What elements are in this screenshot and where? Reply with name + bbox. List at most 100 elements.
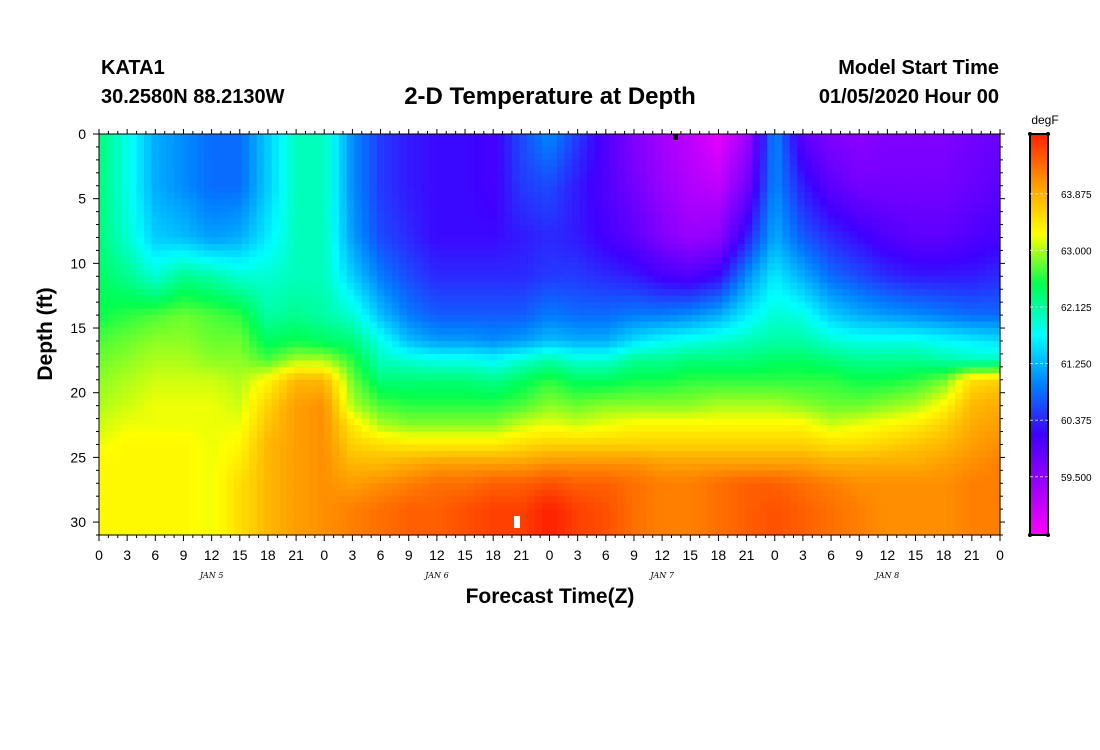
heatmap-cell: [121, 166, 130, 174]
heatmap-cell: [662, 515, 671, 523]
heatmap-cell: [436, 179, 445, 187]
heatmap-cell: [391, 250, 400, 258]
heatmap-cell: [301, 340, 310, 349]
heatmap-cell: [669, 450, 678, 458]
heatmap-cell: [121, 315, 130, 323]
heatmap-cell: [594, 386, 603, 394]
heatmap-cell: [511, 528, 521, 536]
heatmap-cell: [331, 218, 340, 226]
heatmap-cell: [211, 172, 220, 180]
heatmap-cell: [669, 302, 678, 310]
heatmap-cell: [204, 289, 213, 297]
heatmap-cell: [466, 321, 476, 329]
heatmap-cell: [399, 185, 408, 193]
heatmap-cell: [549, 256, 558, 264]
heatmap-cell: [684, 509, 693, 517]
heatmap-cell: [459, 153, 468, 161]
heatmap-cell: [219, 231, 228, 239]
heatmap-cell: [249, 140, 258, 148]
heatmap-cell: [174, 386, 183, 394]
heatmap-cell: [609, 392, 618, 400]
heatmap-cell: [354, 231, 363, 239]
heatmap-cell: [339, 237, 348, 245]
heatmap-cell: [99, 379, 108, 387]
heatmap-cell: [346, 328, 355, 336]
heatmap-cell: [444, 496, 453, 504]
heatmap-cell: [444, 379, 453, 387]
heatmap-cell: [541, 321, 551, 329]
heatmap-cell: [594, 237, 603, 245]
heatmap-cell: [181, 470, 190, 478]
heatmap-cell: [399, 496, 408, 504]
heatmap-cell: [264, 353, 273, 361]
heatmap-cell: [279, 269, 288, 277]
heatmap-cell: [609, 250, 618, 258]
heatmap-cell: [414, 360, 423, 368]
heatmap-cell: [496, 334, 506, 342]
heatmap-cell: [376, 515, 385, 523]
heatmap-cell: [211, 476, 220, 484]
heatmap-cell: [99, 353, 108, 361]
heatmap-cell: [414, 276, 423, 284]
heatmap-cell: [459, 159, 468, 167]
heatmap-cell: [301, 179, 310, 187]
heatmap-cell: [294, 425, 303, 433]
heatmap-cell: [504, 450, 513, 458]
heatmap-cell: [436, 489, 445, 497]
heatmap-cell: [346, 166, 355, 174]
heatmap-cell: [602, 515, 611, 523]
heatmap-cell: [294, 386, 303, 394]
heatmap-cell: [159, 211, 168, 219]
heatmap-cell: [324, 405, 333, 413]
heatmap-cell: [136, 379, 145, 387]
heatmap-cell: [354, 134, 363, 142]
heatmap-cell: [564, 198, 573, 206]
heatmap-cell: [106, 315, 115, 323]
heatmap-cell: [361, 392, 370, 400]
heatmap-cell: [354, 509, 363, 517]
heatmap-cell: [211, 321, 220, 329]
heatmap-cell: [602, 399, 611, 407]
heatmap-cell: [564, 269, 573, 277]
heatmap-cell: [114, 405, 123, 413]
heatmap-cell: [624, 198, 633, 206]
heatmap-cell: [609, 405, 618, 413]
heatmap-cell: [557, 379, 566, 387]
heatmap-cell: [219, 153, 228, 161]
heatmap-cell: [301, 502, 310, 510]
heatmap-cell: [504, 489, 513, 497]
heatmap-cell: [572, 483, 581, 491]
heatmap-cell: [211, 224, 220, 232]
heatmap-cell: [451, 263, 460, 271]
heatmap-cell: [451, 502, 460, 510]
heatmap-cell: [384, 231, 393, 239]
heatmap-cell: [557, 405, 566, 413]
heatmap-cell: [692, 153, 701, 161]
heatmap-cell: [151, 347, 160, 355]
heatmap-cell: [617, 386, 626, 394]
heatmap-cell: [579, 476, 588, 484]
heatmap-cell: [677, 386, 686, 394]
heatmap-cell: [114, 353, 123, 361]
heatmap-cell: [414, 444, 423, 452]
heatmap-cell: [391, 179, 400, 187]
heatmap-cell: [376, 146, 385, 155]
heatmap-cell: [459, 405, 468, 413]
heatmap-cell: [376, 353, 385, 361]
heatmap-cell: [474, 263, 483, 271]
heatmap-cell: [294, 218, 303, 226]
heatmap-cell: [346, 340, 355, 349]
heatmap-cell: [654, 224, 663, 232]
heatmap-cell: [249, 185, 258, 193]
heatmap-cell: [174, 399, 183, 407]
heatmap-cell: [234, 315, 243, 323]
heatmap-cell: [519, 399, 528, 407]
heatmap-cell: [406, 269, 415, 277]
heatmap-cell: [234, 502, 243, 510]
heatmap-cell: [459, 224, 468, 232]
heatmap-cell: [234, 425, 243, 433]
heatmap-cell: [234, 463, 243, 471]
heatmap-cell: [444, 192, 453, 200]
heatmap-cell: [144, 457, 153, 465]
heatmap-cell: [699, 140, 708, 148]
